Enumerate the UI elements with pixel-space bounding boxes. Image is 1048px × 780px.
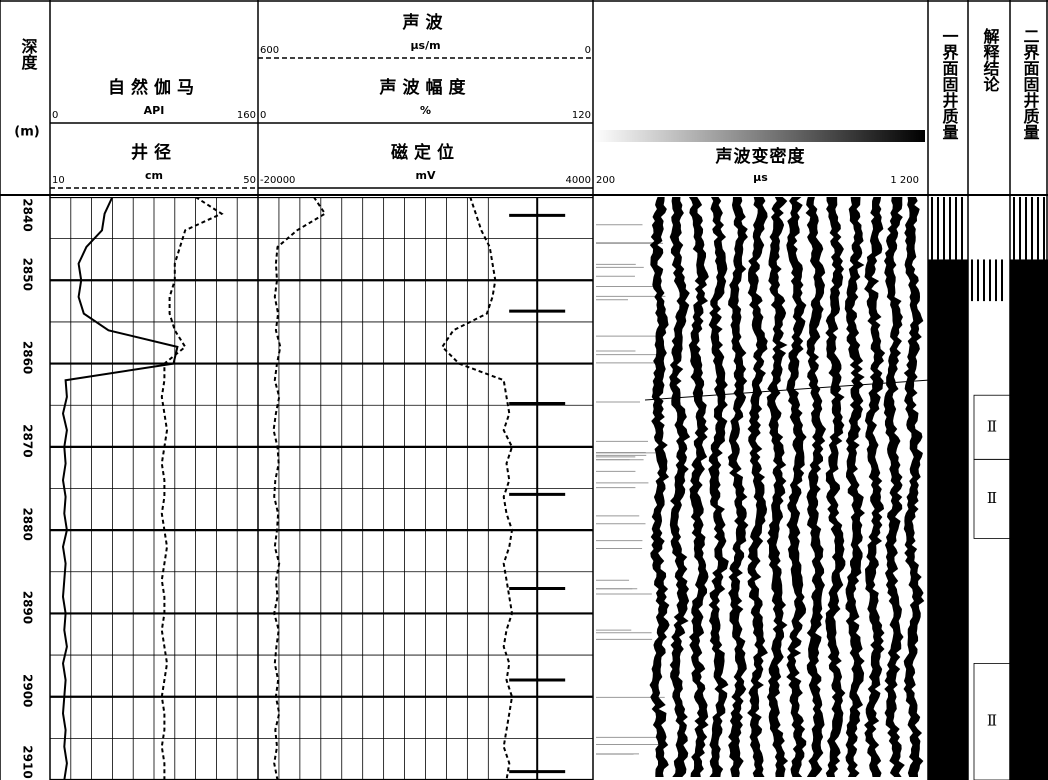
depth-tick-label: 2860 [21, 341, 35, 374]
interval-label: Ⅱ [987, 712, 997, 730]
x-tick-label: 160 [237, 110, 256, 121]
log-curve [160, 197, 224, 780]
x-tick-label: 200 [596, 175, 615, 186]
vdl-band [766, 197, 789, 777]
x-tick-label: 0 [585, 45, 591, 56]
x-tick-label: 10 [52, 175, 65, 186]
depth-tick-label: 2910 [21, 745, 35, 778]
vdl-texture [596, 197, 931, 777]
x-tick-label: 4000 [566, 175, 591, 186]
quality-zone [1013, 197, 1045, 260]
vdl-band [747, 197, 768, 777]
series-unit: μs/m [410, 39, 440, 52]
quality-zone [1010, 259, 1048, 780]
vdl-wave [644, 379, 931, 401]
vdl-band [864, 197, 886, 777]
interval-label: Ⅱ [987, 417, 997, 435]
series-unit: % [420, 104, 431, 117]
series-name: 声波 [402, 12, 449, 33]
vdl-band [903, 197, 925, 777]
x-tick-label: 50 [243, 175, 256, 186]
vdl-band [688, 197, 709, 777]
depth-unit: (m) [14, 125, 39, 140]
depth-tick-label: 2840 [21, 198, 35, 231]
quality-zone [971, 259, 1003, 302]
vdl-band [786, 197, 807, 777]
quality-zone [931, 197, 963, 260]
vdl-band [805, 197, 827, 777]
log-curve [61, 197, 179, 780]
series-unit: mV [416, 169, 436, 182]
log-curve [441, 197, 514, 780]
vdl-band [649, 197, 670, 777]
vdl-scale-bar [593, 130, 925, 142]
vdl-band [883, 197, 905, 777]
depth-label: 深度 [19, 37, 38, 71]
quality-zone [928, 259, 968, 780]
column-title: 一界面固井质量 [940, 28, 959, 140]
vdl-name: 声波变密度 [715, 146, 806, 167]
depth-tick-label: 2900 [21, 674, 35, 707]
series-name: 声波幅度 [379, 77, 472, 98]
series-name: 磁定位 [391, 142, 460, 163]
x-tick-label: 1 200 [890, 175, 919, 186]
vdl-band [825, 197, 846, 777]
column-title: 二界面固井质量 [1021, 28, 1040, 140]
vdl-band [669, 197, 691, 777]
x-tick-label: 0 [52, 110, 58, 121]
depth-tick-label: 2850 [21, 258, 35, 291]
series-unit: API [144, 104, 165, 117]
vdl-band [727, 197, 749, 777]
series-unit: cm [145, 169, 163, 182]
x-tick-label: 0 [260, 110, 266, 121]
depth-tick-label: 2870 [21, 424, 35, 457]
column-title: 解释结论 [981, 27, 1001, 92]
vdl-band [708, 197, 729, 777]
depth-tick-label: 2880 [21, 507, 35, 540]
x-tick-label: 120 [572, 110, 591, 121]
interval-label: Ⅱ [987, 489, 997, 507]
log-curve [272, 197, 327, 780]
series-name: 自然伽马 [108, 77, 200, 98]
vdl-band [844, 197, 865, 777]
depth-tick-label: 2890 [21, 591, 35, 624]
series-name: 井径 [131, 142, 177, 163]
x-tick-label: 600 [260, 45, 279, 56]
plot-area [50, 197, 1048, 780]
x-tick-label: -20000 [260, 175, 295, 186]
vdl-unit: μs [753, 171, 768, 184]
